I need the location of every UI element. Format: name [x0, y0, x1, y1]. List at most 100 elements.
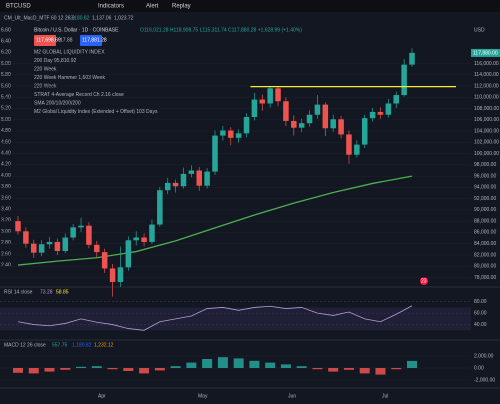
- macd-histogram-bar: [170, 366, 181, 368]
- candle-body: [314, 104, 321, 115]
- price-tick-label: 96,000.00: [474, 173, 496, 179]
- time-label: Jun: [288, 393, 296, 399]
- alert-badge[interactable]: [420, 277, 428, 285]
- left-axis-label: 6.00: [1, 61, 11, 67]
- rsi-tick-label: 60.00: [474, 310, 487, 316]
- candle-body: [401, 64, 407, 96]
- legend-item: STRAT 4-Average Record Ch 2.16 close: [34, 92, 124, 98]
- candle-body: [354, 144, 360, 155]
- legend-item: 220 Week Hammer 1,603 Week: [34, 75, 105, 81]
- macd-value: 1,180.82: [72, 342, 92, 348]
- candle-body: [267, 88, 273, 104]
- left-axis-label: 5.80: [1, 72, 11, 78]
- legend-item: 220 Week: [34, 66, 57, 72]
- macd-histogram-bar: [265, 362, 276, 368]
- rsi-tick-label: 80.00: [474, 299, 487, 305]
- macd-histogram-bar: [328, 368, 339, 372]
- legend-item: 220 Week: [34, 83, 57, 89]
- left-axis-label: 5.60: [1, 83, 11, 89]
- candle-body: [86, 225, 92, 245]
- candle-body: [31, 243, 37, 253]
- left-axis-label: 3.00: [1, 229, 11, 235]
- rsi-line: [17, 305, 413, 331]
- price-tick-label: 98,000.00: [474, 162, 496, 168]
- price-tick-label: 102,000.00: [474, 140, 499, 146]
- candle-body: [23, 231, 29, 244]
- buy-price[interactable]: 117,881.28: [82, 37, 107, 43]
- candle-body: [101, 252, 108, 269]
- candle-body: [235, 133, 242, 138]
- candle-body: [322, 104, 329, 129]
- badge-count[interactable]: 23: [421, 278, 427, 284]
- macd-histogram-bar: [375, 368, 386, 375]
- left-axis-label: 3.60: [1, 195, 11, 201]
- indicator-value: 1,023.72: [114, 15, 134, 21]
- symbol[interactable]: BTCUSD: [6, 4, 31, 10]
- candle-body: [15, 221, 21, 232]
- rsi-label: RSI 14 close: [4, 289, 33, 295]
- sell-box[interactable]: [34, 35, 56, 46]
- buy-box[interactable]: [80, 35, 102, 46]
- currency: USD: [474, 27, 485, 33]
- macd-histogram-bar: [13, 368, 23, 373]
- macd-value: 557.75: [52, 342, 68, 348]
- replay-button[interactable]: Replay: [172, 4, 191, 10]
- time-label: May: [198, 393, 208, 399]
- candle-body: [141, 237, 147, 242]
- macd-histogram-bar: [233, 358, 244, 368]
- left-axis-label: 3.80: [1, 184, 11, 190]
- legend-item: M2 Global Liquidity Index (Extended + Of…: [34, 109, 158, 115]
- macd-histogram-bar: [407, 360, 417, 368]
- price-tick-label: 80,000.00: [474, 264, 496, 270]
- candle-body: [109, 268, 116, 282]
- candle-body: [409, 52, 415, 65]
- legend-title: Bitcoin / U.S. Dollar · 1D · COINBASE: [34, 27, 119, 33]
- price-tick-label: 106,000.00: [474, 117, 499, 123]
- candle-body: [172, 182, 179, 187]
- legend-item: 200 Day 95,810.92: [34, 58, 76, 64]
- candle-body: [220, 130, 226, 136]
- left-axis-label: 6.40: [1, 39, 11, 45]
- candle-body: [298, 123, 305, 128]
- macd-histogram-bar: [249, 360, 260, 368]
- last-price-label: 117,880.00: [473, 50, 498, 56]
- ma200-line: [17, 175, 413, 266]
- candle-body: [393, 95, 399, 104]
- candle-body: [346, 134, 352, 155]
- legend-item: M2 GLOBAL LIQUIDITY INDEX: [34, 49, 105, 55]
- candle-body: [149, 224, 155, 242]
- toolbar: [0, 0, 500, 12]
- candle-body: [377, 111, 384, 115]
- candle-body: [54, 241, 61, 251]
- candle-body: [275, 88, 281, 102]
- time-label: Jul: [382, 393, 388, 399]
- left-axis-label: 6.20: [1, 50, 11, 56]
- sell-price[interactable]: 117,698.69: [36, 37, 61, 43]
- candle-body: [180, 173, 187, 187]
- candle-body: [70, 227, 76, 238]
- price-tick-label: 108,000.00: [474, 106, 499, 112]
- candle-body: [212, 135, 218, 172]
- macd-histogram-bar: [186, 362, 197, 368]
- candle-body: [251, 99, 258, 118]
- price-tick-label: 82,000.00: [474, 252, 496, 258]
- macd-tick-label: -2,000.00: [474, 377, 495, 383]
- macd-histogram-bar: [60, 368, 71, 370]
- price-axis: [471, 22, 500, 392]
- price-tick-label: 78,000.00: [474, 275, 496, 281]
- candle-body: [38, 244, 45, 253]
- candle-body: [94, 244, 100, 253]
- macd-tick-label: 2,000.00: [474, 353, 494, 359]
- price-tick-label: 84,000.00: [474, 241, 496, 247]
- price-tick-label: 100,000.00: [474, 151, 499, 157]
- legend-item: SMA 200/10/200/200: [34, 100, 81, 106]
- indicator-value: 1,137.06: [92, 15, 112, 21]
- alert-button[interactable]: Alert: [146, 4, 159, 10]
- indicators-button[interactable]: Indicators: [98, 4, 124, 10]
- rsi-tick-label: 40.00: [474, 322, 487, 328]
- macd-histogram-bar: [296, 366, 307, 368]
- candle-body: [306, 114, 313, 124]
- rsi-band: [0, 307, 471, 331]
- macd-histogram-bar: [44, 368, 55, 372]
